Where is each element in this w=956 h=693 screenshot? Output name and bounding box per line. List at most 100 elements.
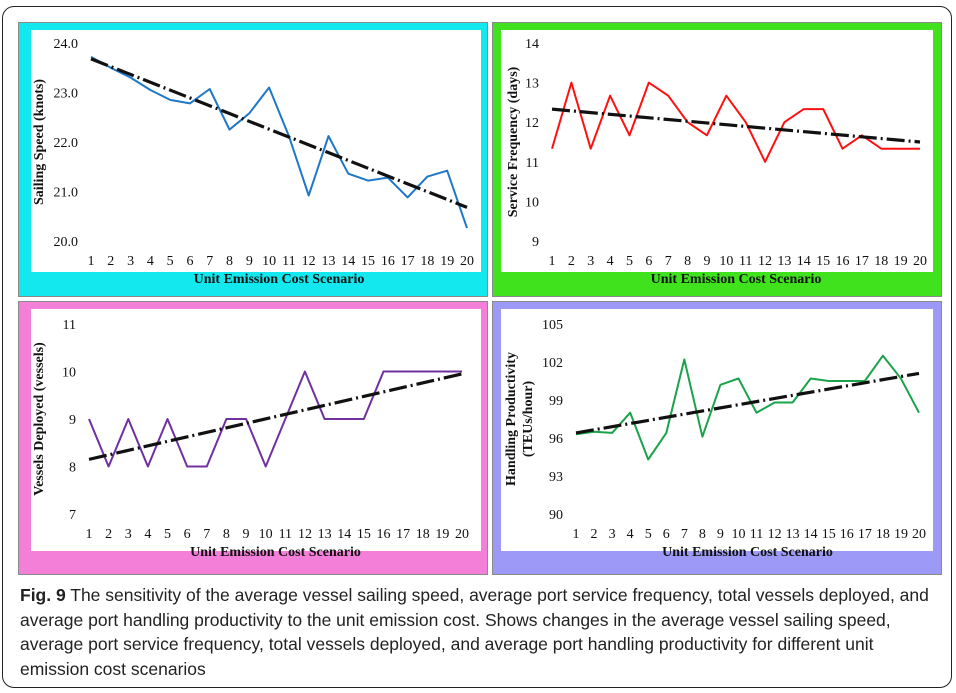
service-frequency-series-line: [551, 81, 920, 163]
vessels-deployed-y-tick-label: 11: [63, 318, 76, 333]
sailing-speed-x-tick-label: 17: [401, 254, 415, 269]
handling-productivity-x-tick-label: 7: [681, 527, 688, 542]
sailing-speed-x-tick-label: 20: [460, 254, 474, 269]
vessels-deployed-x-tick-label: 16: [376, 527, 390, 542]
handling-productivity-x-tick-label: 1: [573, 527, 580, 542]
vessels-deployed-x-tick-label: 14: [337, 527, 351, 542]
vessels-deployed-x-tick-label: 18: [416, 527, 430, 542]
sailing-speed-x-tick-label: 12: [302, 254, 316, 269]
handling-productivity-y-tick-label: 105: [542, 318, 563, 333]
vessels-deployed-x-tick-label: 10: [259, 527, 273, 542]
handling-productivity-x-tick-label: 9: [717, 527, 724, 542]
handling-productivity-chart-panel: 90 93 96 99 102 105 1 2 3 4 5 6 7 8 9 10 11 12 13 14 15 16 17 1…: [492, 301, 942, 575]
vessels-deployed-x-tick-label: 13: [318, 527, 332, 542]
vessels-deployed-x-tick-label: 11: [279, 527, 292, 542]
service-frequency-x-tick-label: 1: [549, 254, 556, 269]
vessels-deployed-x-tick-label: 6: [184, 527, 191, 542]
service-frequency-x-tick-label: 16: [836, 254, 850, 269]
vessels-deployed-x-tick-label: 17: [396, 527, 410, 542]
handling-productivity-x-tick-label: 4: [627, 527, 634, 542]
vessels-deployed-x-tick-label: 8: [223, 527, 230, 542]
figure-caption: Fig. 9 The sensitivity of the average ve…: [20, 583, 945, 681]
handling-productivity-x-tick-label: 14: [804, 527, 818, 542]
vessels-deployed-chart-panel: 7 8 9 10 11 1 2 3 4 5 6 7 8 9 10 11 12 13 14 15 16 17 18 19 20 Un…: [18, 301, 488, 575]
sailing-speed-x-tick-label: 18: [420, 254, 434, 269]
vessels-deployed-trendline: [88, 372, 463, 461]
service-frequency-trendline: [551, 107, 921, 144]
service-frequency-chart-panel: 9 10 11 12 13 14 1 2 3 4 5 6 7 8 9 10 11 12 13 14 15 16 17 18 19…: [492, 22, 942, 297]
sailing-speed-chart-panel: 20.0 21.0 22.0 23.0 24.0 1 2 3 4 5 6 7 8 9 10 11 12 13 14 1…: [18, 22, 488, 297]
service-frequency-x-tick-label: 3: [587, 254, 594, 269]
service-frequency-x-tick-label: 4: [607, 254, 614, 269]
handling-productivity-trendline: [575, 371, 920, 435]
handling-productivity-x-tick-label: 15: [822, 527, 836, 542]
handling-productivity-y-tick-label: 93: [549, 470, 563, 485]
handling-productivity-x-tick-label: 16: [840, 527, 854, 542]
caption-text: The sensitivity of the average vessel sa…: [20, 585, 929, 679]
sailing-speed-x-tick-label: 7: [206, 254, 213, 269]
vessels-deployed-y-tick-label: 7: [69, 508, 76, 523]
service-frequency-x-tick-label: 8: [684, 254, 691, 269]
handling-productivity-x-tick-label: 13: [786, 527, 800, 542]
service-frequency-y-tick-label: 14: [525, 37, 539, 52]
service-frequency-x-tick-label: 19: [894, 254, 908, 269]
sailing-speed-x-tick-label: 4: [147, 254, 154, 269]
service-frequency-x-tick-label: 10: [719, 254, 733, 269]
service-frequency-x-tick-label: 20: [913, 254, 927, 269]
sailing-speed-trendline: [90, 57, 468, 209]
handling-productivity-x-axis-title: Unit Emission Cost Scenario: [662, 545, 833, 560]
sailing-speed-y-tick-label: 21.0: [54, 186, 79, 201]
sailing-speed-x-tick-label: 13: [321, 254, 335, 269]
vessels-deployed-y-axis-title: Vessels Deployed (vessels): [32, 342, 47, 496]
service-frequency-x-tick-label: 6: [645, 254, 652, 269]
sailing-speed-x-axis-title: Unit Emission Cost Scenario: [194, 272, 365, 287]
handling-productivity-x-tick-label: 19: [894, 527, 908, 542]
handling-productivity-x-tick-label: 10: [731, 527, 745, 542]
sailing-speed-x-tick-label: 1: [88, 254, 95, 269]
service-frequency-x-tick-label: 5: [626, 254, 633, 269]
vessels-deployed-x-tick-label: 7: [203, 527, 210, 542]
service-frequency-y-tick-label: 11: [526, 156, 539, 171]
sailing-speed-x-tick-label: 8: [226, 254, 233, 269]
vessels-deployed-x-tick-label: 19: [435, 527, 449, 542]
handling-productivity-x-tick-label: 8: [699, 527, 706, 542]
vessels-deployed-y-tick-label: 8: [69, 461, 76, 476]
vessels-deployed-y-tick-label: 9: [69, 413, 76, 428]
sailing-speed-x-tick-label: 9: [246, 254, 253, 269]
service-frequency-x-tick-label: 9: [703, 254, 710, 269]
sailing-speed-x-tick-label: 5: [167, 254, 174, 269]
handling-productivity-x-tick-label: 20: [912, 527, 926, 542]
sailing-speed-x-tick-label: 16: [381, 254, 395, 269]
handling-productivity-x-tick-label: 6: [663, 527, 670, 542]
vessels-deployed-y-tick-label: 10: [62, 366, 76, 381]
vessels-deployed-x-tick-label: 9: [243, 527, 250, 542]
handling-productivity-y-tick-label: 96: [549, 432, 563, 447]
handling-productivity-y-axis-title: Handling Productivity: [504, 352, 519, 486]
sailing-speed-x-tick-label: 3: [127, 254, 134, 269]
handling-productivity-x-tick-label: 5: [645, 527, 652, 542]
service-frequency-x-tick-label: 14: [797, 254, 811, 269]
service-frequency-x-tick-label: 11: [739, 254, 752, 269]
sailing-speed-chart: 20.021.022.023.024.01 2 3 4 5 6 7 8 9 10 11 12 13 14 1…: [31, 30, 481, 287]
sailing-speed-y-tick-label: 22.0: [54, 136, 79, 151]
handling-productivity-x-tick-label: 3: [609, 527, 616, 542]
handling-productivity-y-axis-title: (TEUs/hour): [521, 381, 536, 458]
service-frequency-x-tick-label: 12: [758, 254, 772, 269]
service-frequency-x-tick-label: 2: [568, 254, 575, 269]
vessels-deployed-x-tick-label: 5: [164, 527, 171, 542]
vessels-deployed-x-tick-label: 4: [144, 527, 151, 542]
sailing-speed-x-tick-label: 14: [341, 254, 355, 269]
service-frequency-x-tick-label: 18: [874, 254, 888, 269]
vessels-deployed-x-tick-label: 3: [125, 527, 132, 542]
service-frequency-x-axis-title: Unit Emission Cost Scenario: [651, 272, 822, 287]
vessels-deployed-plot-area: [31, 309, 481, 551]
figure-label: Fig. 9: [20, 585, 66, 605]
service-frequency-y-tick-label: 9: [532, 235, 539, 250]
service-frequency-y-tick-label: 13: [525, 77, 539, 92]
service-frequency-plot-area: [501, 30, 933, 272]
sailing-speed-x-tick-label: 2: [107, 254, 114, 269]
vessels-deployed-series-line: [88, 370, 462, 468]
handling-productivity-x-tick-label: 12: [768, 527, 782, 542]
